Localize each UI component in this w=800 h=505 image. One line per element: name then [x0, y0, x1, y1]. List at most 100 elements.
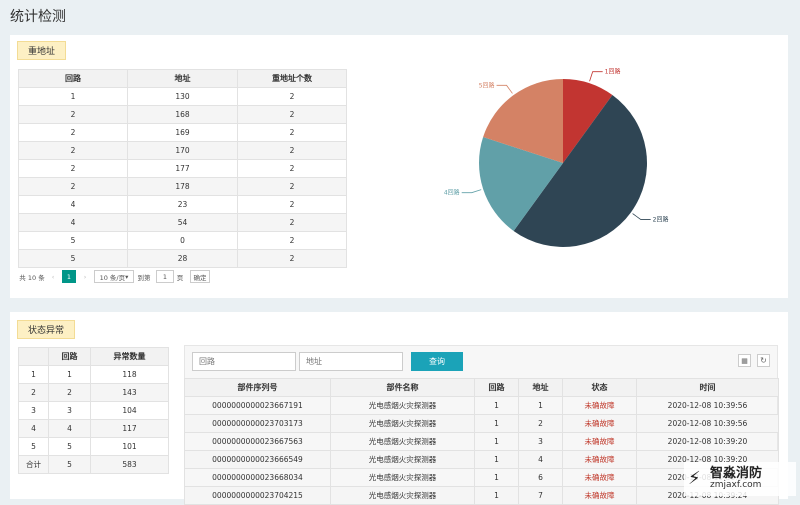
- table-row: 3 3 104: [18, 401, 169, 420]
- table-cell: 光电感烟火灾探测器: [330, 486, 475, 505]
- refresh-icon[interactable]: ↻: [757, 354, 770, 367]
- table-cell: 0000000000023703173: [184, 414, 331, 433]
- header-cell: 地址: [518, 378, 563, 397]
- table-cell: 2020-12-08 10:39:56: [636, 396, 779, 415]
- pie-slice: [513, 95, 647, 247]
- table-row: 2 177 2: [18, 159, 347, 178]
- loop-input[interactable]: [192, 352, 296, 371]
- table-cell: 2: [18, 159, 128, 178]
- table-cell: 2: [237, 249, 347, 268]
- goto-input[interactable]: 1: [156, 270, 174, 283]
- table-cell: 光电感烟火灾探测器: [330, 450, 475, 469]
- pagination-total: 共 10 条: [19, 273, 45, 282]
- slice-label: 4回路: [444, 189, 460, 197]
- table-cell: 1: [474, 396, 519, 415]
- table-cell: 118: [90, 365, 169, 384]
- table-row: 1 130 2: [18, 87, 347, 106]
- slice-label: 1回路: [605, 68, 621, 76]
- watermark-logo: ⚡: [688, 468, 701, 489]
- table-cell: 4: [18, 195, 128, 214]
- goto-label: 到第: [137, 273, 151, 282]
- table-row: 0000000000023667563 光电感烟火灾探测器 1 3 未确故障 2020-1…: [184, 432, 779, 451]
- table-cell: 169: [127, 123, 238, 142]
- table-cell: 6: [518, 468, 563, 487]
- table-cell: 4: [48, 419, 91, 438]
- table-cell: 2: [237, 105, 347, 124]
- header-row: 回路 异常数量: [18, 347, 169, 366]
- table-cell: 168: [127, 105, 238, 124]
- table-cell: 1: [474, 414, 519, 433]
- columns-icon[interactable]: ▦: [738, 354, 751, 367]
- table-cell: 0000000000023667563: [184, 432, 331, 451]
- header-cell: 时间: [636, 378, 779, 397]
- table-cell: 3: [518, 432, 563, 451]
- page-size: 10 条/页: [99, 273, 126, 282]
- table-cell: 合计: [18, 455, 49, 474]
- search-button[interactable]: 查询: [411, 352, 463, 371]
- table-cell: 未确故障: [562, 432, 637, 451]
- table-cell: 2: [237, 141, 347, 160]
- label-line: [589, 71, 603, 82]
- table-cell: 未确故障: [562, 468, 637, 487]
- table-cell: 1: [474, 486, 519, 505]
- page-size-select[interactable]: 10 条/页 ▾: [94, 270, 134, 283]
- table-cell: 0000000000023704215: [184, 486, 331, 505]
- header-cell: 重地址个数: [237, 69, 347, 88]
- watermark: 智淼消防 zmjaxf.com ⚡: [684, 462, 796, 496]
- table-cell: 2: [237, 87, 347, 106]
- table-cell: 1: [474, 432, 519, 451]
- table-cell: 1: [18, 87, 128, 106]
- table-cell: 2: [237, 177, 347, 196]
- table-row: 5 5 101: [18, 437, 169, 456]
- table-cell: 177: [127, 159, 238, 178]
- pie-slice: [479, 137, 563, 231]
- address-input[interactable]: [299, 352, 403, 371]
- table-cell: 2: [18, 105, 128, 124]
- prev-page[interactable]: ‹: [51, 272, 55, 281]
- table-row: 2 178 2: [18, 177, 347, 196]
- table-row: 合计 5 583: [18, 455, 169, 474]
- table-cell: 2: [518, 414, 563, 433]
- slice-label: 2回路: [653, 215, 669, 223]
- table-cell: 4: [518, 450, 563, 469]
- header-cell: 异常数量: [90, 347, 169, 366]
- header-cell: 部件名称: [330, 378, 475, 397]
- next-page[interactable]: ›: [83, 272, 87, 281]
- table-cell: 1: [474, 468, 519, 487]
- table-cell: 0000000000023668034: [184, 468, 331, 487]
- header-cell: 回路: [18, 69, 128, 88]
- table-cell: 2020-12-08 10:39:56: [636, 414, 779, 433]
- table-row: 2 169 2: [18, 123, 347, 142]
- table-cell: 0000000000023666549: [184, 450, 331, 469]
- table-cell: 光电感烟火灾探测器: [330, 396, 475, 415]
- label-line: [632, 213, 651, 220]
- table-cell: 0000000000023667191: [184, 396, 331, 415]
- table-cell: 117: [90, 419, 169, 438]
- table-cell: 5: [18, 231, 128, 250]
- table-cell: 1: [48, 365, 91, 384]
- table-cell: 未确故障: [562, 396, 637, 415]
- table-cell: 5: [48, 455, 91, 474]
- table-cell: 1: [474, 450, 519, 469]
- table-cell: 170: [127, 141, 238, 160]
- table-cell: 101: [90, 437, 169, 456]
- table-row: 5 28 2: [18, 249, 347, 268]
- table-cell: 3: [18, 401, 49, 420]
- label-line: [461, 189, 482, 194]
- summary-table: 回路 异常数量 1 1 118 2 2 143 3 3 104 4 4 117 5 5 101 合计 5 583: [18, 347, 169, 474]
- pie-chart: 1回路 2回路 4回路 5回路: [444, 68, 669, 247]
- table-cell: 178: [127, 177, 238, 196]
- table-cell: 2: [18, 383, 49, 402]
- table-cell: 104: [90, 401, 169, 420]
- table-row: 4 23 2: [18, 195, 347, 214]
- table-cell: 4: [18, 419, 49, 438]
- table-cell: 未确故障: [562, 414, 637, 433]
- panel-tag: 状态异常: [17, 320, 75, 339]
- page-button[interactable]: 1: [62, 270, 76, 283]
- header-cell: 状态: [562, 378, 637, 397]
- table-cell: 未确故障: [562, 450, 637, 469]
- confirm-button[interactable]: 确定: [190, 270, 210, 283]
- watermark-name: 智淼消防: [710, 466, 763, 481]
- table-cell: 2: [237, 159, 347, 178]
